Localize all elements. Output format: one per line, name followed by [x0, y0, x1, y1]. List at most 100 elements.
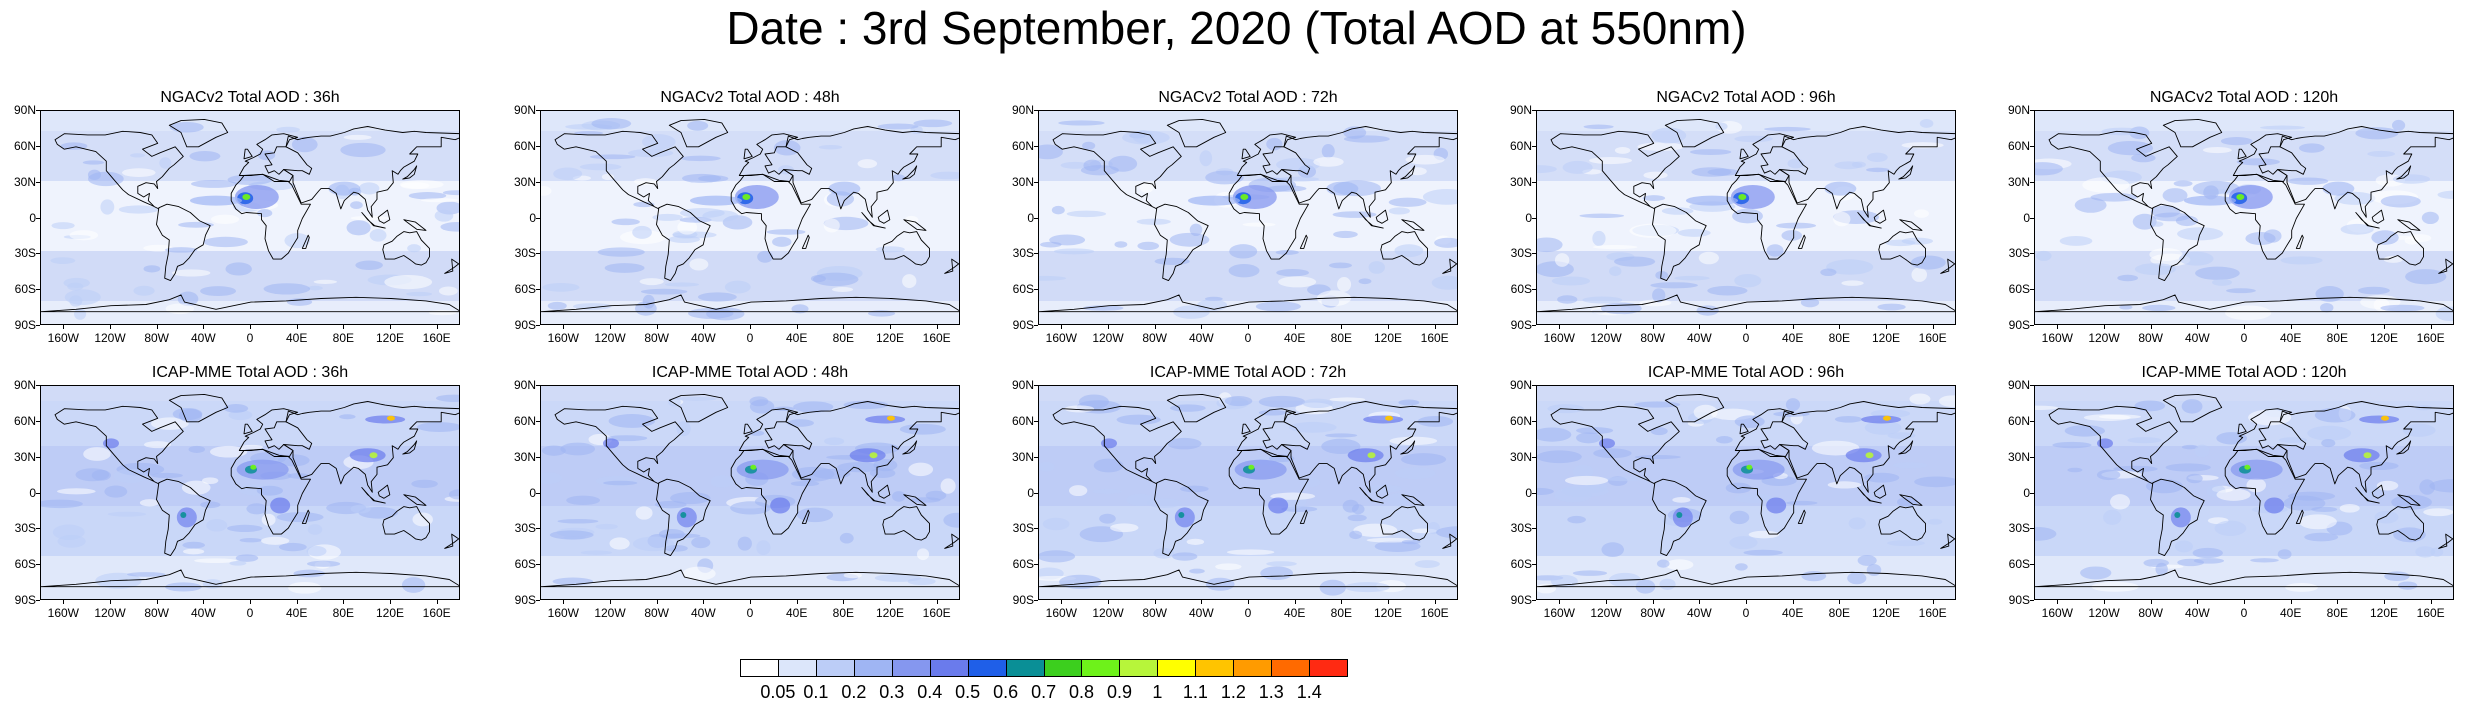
aod-patch	[1422, 189, 1457, 205]
aod-patch	[1575, 427, 1614, 435]
saharan-dust-peak	[742, 194, 751, 200]
aod-patch	[560, 442, 596, 456]
southern-africa-smoke	[2264, 497, 2285, 514]
lat-label: 30N	[513, 174, 536, 189]
aod-patch	[1078, 394, 1109, 409]
aod-patch	[407, 244, 422, 253]
aod-patch	[1674, 275, 1710, 281]
lon-tick	[2057, 600, 2059, 604]
south-asia-aerosol	[2322, 181, 2355, 196]
aod-patch	[2119, 304, 2133, 310]
coastline	[2162, 393, 2223, 423]
lon-tick	[2430, 325, 2432, 329]
aod-patch	[1275, 249, 1299, 255]
lon-label: 160W	[547, 606, 579, 620]
coastline	[738, 408, 799, 457]
lat-label: 30S	[514, 246, 536, 261]
colorbar-label: 1.2	[1220, 682, 1246, 702]
aod-patch	[1567, 515, 1586, 524]
aod-patch	[1042, 517, 1070, 531]
aod-patch	[2117, 274, 2139, 282]
coastline	[1797, 234, 1806, 249]
lat-tick	[1034, 456, 1038, 458]
lon-label: 120W	[94, 606, 126, 620]
aod-patch	[1589, 156, 1633, 165]
lon-tick	[296, 325, 298, 329]
coastline	[1166, 393, 1227, 423]
lat-label: 30N	[2007, 449, 2030, 464]
lon-label: 120E	[875, 331, 905, 345]
coastline	[1878, 506, 1926, 541]
aod-patch	[206, 518, 228, 532]
coastline	[2438, 258, 2453, 274]
coastline	[1154, 478, 1209, 557]
aod-patch	[1561, 485, 1609, 498]
aod-patch	[2391, 119, 2406, 131]
aod-patch	[706, 307, 745, 321]
aod-band	[1039, 556, 1457, 599]
aod-patch	[1537, 427, 1572, 442]
lon-label: 40E	[785, 606, 808, 620]
aod-patch	[1652, 288, 1666, 303]
lon-label: 160E	[1420, 331, 1449, 345]
aod-patch	[1583, 124, 1614, 130]
aod-patch	[597, 247, 645, 257]
aod-patch	[87, 169, 101, 181]
lat-label: 0	[2023, 485, 2030, 500]
aod-patch	[1554, 253, 1570, 267]
aod-patch	[1734, 274, 1762, 288]
lat-tick	[1034, 564, 1038, 566]
colorbar-label: 1.1	[1182, 682, 1208, 702]
aod-patch	[1732, 208, 1763, 224]
aod-patch	[350, 201, 363, 209]
lat-tick	[36, 600, 40, 601]
aod-patch	[913, 119, 953, 128]
saharan-dust-plume	[1732, 459, 1785, 480]
aod-patch	[2250, 558, 2279, 563]
aod-patch	[2357, 286, 2390, 295]
aod-patch	[235, 554, 259, 562]
aod-patch	[1093, 458, 1124, 473]
aod-patch	[1321, 438, 1361, 455]
aod-patch	[642, 294, 655, 309]
lat-tick	[1034, 492, 1038, 494]
aod-band	[1039, 111, 1457, 131]
aod-patch	[2192, 547, 2223, 559]
lat-tick	[1532, 289, 1536, 291]
lat-tick	[1034, 253, 1038, 255]
us-west-smoke	[603, 438, 619, 449]
aod-patch	[823, 218, 840, 233]
saharan-dust-peak	[242, 194, 251, 200]
aod-patch	[2423, 508, 2453, 517]
aod-patch	[126, 572, 166, 577]
figure-title: Date : 3rd September, 2020 (Total AOD at…	[726, 2, 1747, 54]
aod-patch	[1811, 440, 1860, 456]
lon-label: 80W	[144, 606, 169, 620]
lon-tick	[1839, 600, 1841, 604]
aod-patch	[2134, 400, 2166, 412]
aod-patch	[1229, 244, 1258, 259]
aod-patch	[1643, 171, 1668, 179]
lon-label: 120W	[1092, 331, 1124, 345]
lat-label: 0	[529, 210, 536, 225]
lat-label: 90S	[1012, 318, 1034, 332]
coastline	[1039, 294, 1457, 313]
aod-patch	[229, 560, 247, 566]
lat-label: 30N	[1011, 449, 1034, 464]
aod-patch	[2437, 190, 2453, 199]
aod-patch	[188, 445, 205, 453]
aod-patch	[609, 537, 630, 550]
lat-tick	[2030, 600, 2034, 601]
aod-patch	[632, 536, 675, 552]
aod-patch	[164, 247, 198, 253]
lat-tick	[2030, 456, 2034, 458]
aod-patch	[1347, 514, 1367, 522]
lon-tick	[296, 600, 298, 604]
aod-patch	[2226, 288, 2256, 294]
lat-label: 90S	[14, 318, 36, 332]
aod-patch	[1332, 211, 1377, 218]
coastline	[54, 405, 184, 485]
aod-patch	[2259, 125, 2305, 130]
aod-patch	[1582, 296, 1623, 304]
lat-tick	[36, 492, 40, 494]
